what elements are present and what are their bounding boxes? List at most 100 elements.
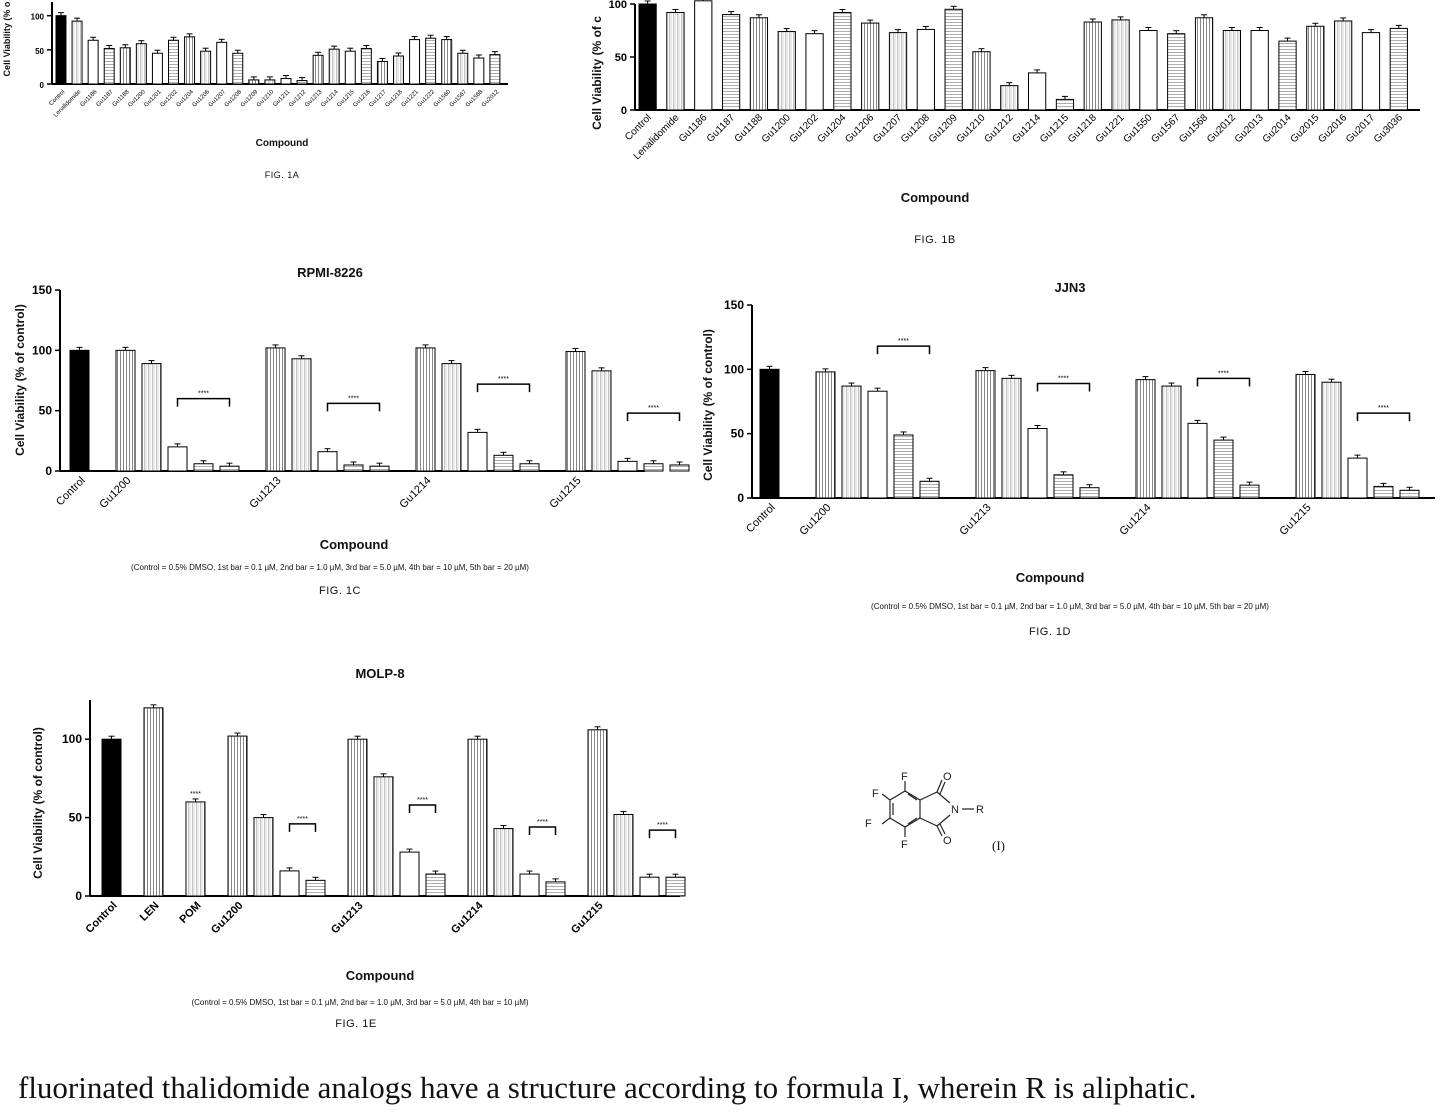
x-tick-label: LEN bbox=[138, 900, 162, 924]
y-tick-label: 0 bbox=[40, 81, 45, 90]
bar bbox=[643, 463, 664, 472]
significance-bracket bbox=[528, 826, 557, 836]
bar bbox=[291, 358, 312, 472]
bar bbox=[919, 480, 940, 499]
bar bbox=[409, 39, 421, 85]
bar bbox=[280, 78, 292, 85]
chart-1c: 0 50 100 150 Control **** Gu1200 **** Gu1213 ****… bbox=[32, 283, 690, 511]
bar bbox=[71, 20, 83, 85]
y-axis-label-1b: Cell Viability (% of c bbox=[590, 16, 604, 130]
bar bbox=[1027, 428, 1048, 499]
bar bbox=[135, 43, 147, 85]
significance-bracket bbox=[176, 397, 231, 407]
dose-note-1e: (Control = 0.5% DMSO, 1st bar = 0.1 µM, … bbox=[191, 998, 529, 1007]
bar bbox=[519, 873, 540, 897]
bar bbox=[369, 465, 390, 472]
caption-1a: FIG. 1A bbox=[264, 170, 300, 180]
chart-1b: 050100ControlLenalidomideGu1186Gu1187Gu1… bbox=[609, 0, 1420, 162]
x-tick-label: POM bbox=[177, 900, 203, 926]
x-tick-label: Gu2016 bbox=[1316, 112, 1349, 145]
bar bbox=[972, 51, 991, 111]
bar bbox=[833, 11, 852, 111]
bar bbox=[617, 460, 638, 472]
bar bbox=[168, 39, 179, 85]
x-tick-label: Gu2012 bbox=[1205, 112, 1238, 145]
y-tick-label: 100 bbox=[609, 0, 627, 11]
x-axis-label-1b: Compound bbox=[900, 190, 970, 205]
x-tick-label: Control bbox=[744, 502, 778, 536]
y-tick-label: 0 bbox=[75, 889, 82, 903]
bar bbox=[1239, 484, 1260, 499]
significance-bracket bbox=[648, 829, 677, 839]
bar bbox=[1111, 19, 1130, 111]
x-tick-label: Gu2012 bbox=[481, 89, 501, 109]
x-tick-label: Gu1208 bbox=[899, 112, 932, 145]
significance-bracket bbox=[408, 804, 437, 814]
bar bbox=[666, 11, 685, 111]
bar bbox=[248, 79, 260, 85]
x-tick-label: Gu1214 bbox=[397, 475, 433, 511]
bar bbox=[1295, 373, 1316, 499]
significance-label: **** bbox=[648, 405, 659, 412]
significance-label: **** bbox=[1378, 405, 1389, 412]
y-tick-label: 100 bbox=[724, 362, 744, 376]
atom-r: R bbox=[976, 804, 984, 816]
bar bbox=[975, 370, 996, 499]
x-tick-label: Gu1567 bbox=[1149, 112, 1182, 145]
x-tick-label: Gu1200 bbox=[97, 475, 133, 511]
bar bbox=[151, 52, 163, 85]
bar bbox=[721, 14, 741, 111]
x-tick-label: Gu1206 bbox=[843, 112, 876, 145]
x-tick-label: Gu1213 bbox=[247, 475, 283, 511]
caption-1e: FIG. 1E bbox=[335, 1018, 377, 1030]
x-tick-label: Gu1186 bbox=[677, 112, 710, 145]
significance-label: **** bbox=[348, 395, 359, 402]
x-tick-label: Gu1207 bbox=[871, 112, 904, 145]
x-tick-label: Control bbox=[54, 475, 88, 509]
caption-1d: FIG. 1D bbox=[1028, 626, 1071, 638]
x-tick-label: Gu1187 bbox=[705, 112, 738, 145]
bar bbox=[841, 385, 862, 499]
bar bbox=[749, 17, 769, 111]
bar bbox=[296, 80, 308, 85]
bar bbox=[639, 876, 660, 897]
bar bbox=[473, 57, 485, 85]
x-tick-label: Gu1215 bbox=[547, 475, 583, 511]
atom-o-bottom: O bbox=[943, 835, 952, 847]
x-tick-label: Gu1212 bbox=[982, 112, 1015, 145]
bar bbox=[1053, 474, 1074, 499]
significance-bracket bbox=[1356, 412, 1411, 422]
x-tick-label: Gu2014 bbox=[1261, 112, 1294, 145]
bar bbox=[141, 363, 162, 472]
bar bbox=[264, 79, 276, 85]
bar bbox=[317, 451, 338, 472]
x-tick-label: Gu2017 bbox=[1344, 112, 1377, 145]
bar bbox=[115, 349, 136, 472]
bar bbox=[279, 870, 300, 897]
bar bbox=[759, 368, 780, 499]
bar bbox=[393, 55, 404, 85]
bar bbox=[916, 28, 935, 111]
bar bbox=[219, 465, 240, 472]
x-tick-label: Gu1214 bbox=[1010, 112, 1043, 145]
bar bbox=[185, 801, 206, 897]
y-tick-label: 100 bbox=[32, 343, 52, 357]
bar bbox=[1139, 30, 1158, 111]
chart-title-1d: JJN3 bbox=[1054, 280, 1086, 295]
atom-n: N bbox=[951, 804, 959, 816]
bar bbox=[777, 31, 796, 111]
bar bbox=[227, 735, 248, 897]
significance-label: **** bbox=[898, 338, 909, 345]
x-tick-label: Gu1568 bbox=[1177, 112, 1210, 145]
significance-label: **** bbox=[297, 816, 308, 823]
y-tick-label: 50 bbox=[35, 47, 44, 56]
bar bbox=[1055, 98, 1075, 111]
x-tick-label: Gu1200 bbox=[760, 112, 793, 145]
x-tick-label: Gu1188 bbox=[733, 112, 766, 145]
x-tick-label: Gu1213 bbox=[957, 502, 993, 538]
bar bbox=[867, 390, 888, 499]
x-tick-label: Gu1202 bbox=[788, 112, 821, 145]
bar bbox=[265, 347, 286, 472]
significance-label: **** bbox=[1058, 375, 1069, 382]
bar bbox=[669, 464, 690, 472]
